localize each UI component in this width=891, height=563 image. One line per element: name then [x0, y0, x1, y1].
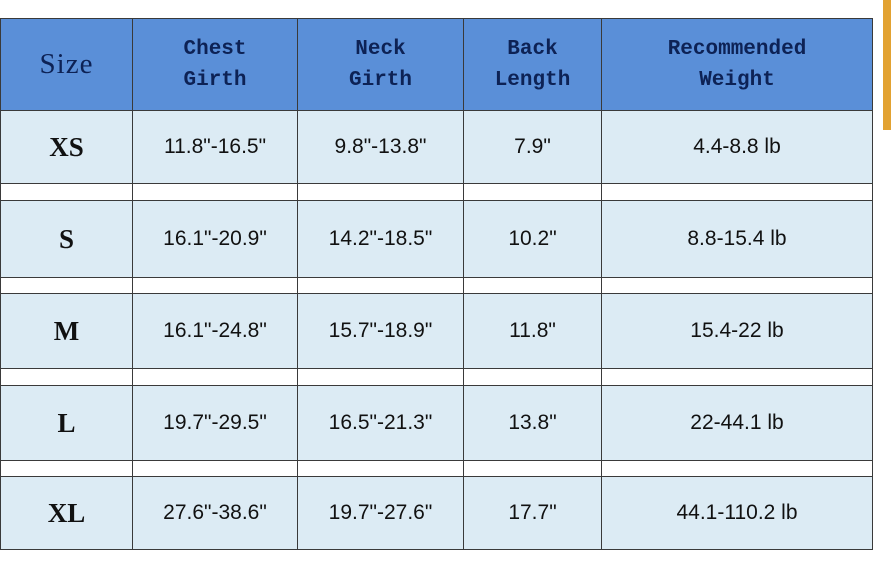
edge-strip — [883, 0, 891, 130]
spacer-cell — [297, 277, 464, 294]
spacer-cell — [132, 277, 298, 294]
spacer-cell — [132, 368, 298, 386]
spacer-cell — [463, 460, 602, 477]
header-cell: Neck Girth — [297, 18, 464, 111]
spacer-cell — [0, 183, 133, 201]
header-cell: Chest Girth — [132, 18, 298, 111]
spacer-cell — [297, 183, 464, 201]
spacer-cell — [463, 277, 602, 294]
size-cell: XS — [0, 110, 133, 184]
data-cell: 16.1"-20.9" — [132, 200, 298, 278]
spacer-cell — [0, 368, 133, 386]
data-cell: 11.8" — [463, 293, 602, 369]
data-cell: 17.7" — [463, 476, 602, 550]
spacer-cell — [297, 460, 464, 477]
header-cell: Size — [0, 18, 133, 111]
data-cell: 19.7"-29.5" — [132, 385, 298, 461]
data-cell: 15.7"-18.9" — [297, 293, 464, 369]
spacer-cell — [601, 183, 873, 201]
spacer-cell — [601, 460, 873, 477]
spacer-cell — [463, 183, 602, 201]
data-cell: 9.8"-13.8" — [297, 110, 464, 184]
spacer-cell — [463, 368, 602, 386]
spacer-cell — [132, 183, 298, 201]
spacer-cell — [0, 277, 133, 294]
data-cell: 27.6"-38.6" — [132, 476, 298, 550]
data-cell: 7.9" — [463, 110, 602, 184]
data-cell: 10.2" — [463, 200, 602, 278]
data-cell: 13.8" — [463, 385, 602, 461]
data-cell: 44.1-110.2 lb — [601, 476, 873, 550]
data-cell: 14.2"-18.5" — [297, 200, 464, 278]
data-cell: 19.7"-27.6" — [297, 476, 464, 550]
data-cell: 15.4-22 lb — [601, 293, 873, 369]
data-cell: 22-44.1 lb — [601, 385, 873, 461]
size-cell: S — [0, 200, 133, 278]
data-cell: 4.4-8.8 lb — [601, 110, 873, 184]
header-cell: Recommended Weight — [601, 18, 873, 111]
spacer-cell — [297, 368, 464, 386]
data-cell: 16.1"-24.8" — [132, 293, 298, 369]
data-cell: 11.8"-16.5" — [132, 110, 298, 184]
size-cell: M — [0, 293, 133, 369]
size-cell: L — [0, 385, 133, 461]
header-cell: Back Length — [463, 18, 602, 111]
data-cell: 16.5"-21.3" — [297, 385, 464, 461]
spacer-cell — [601, 277, 873, 294]
size-cell: XL — [0, 476, 133, 550]
spacer-cell — [132, 460, 298, 477]
spacer-cell — [0, 460, 133, 477]
data-cell: 8.8-15.4 lb — [601, 200, 873, 278]
spacer-cell — [601, 368, 873, 386]
